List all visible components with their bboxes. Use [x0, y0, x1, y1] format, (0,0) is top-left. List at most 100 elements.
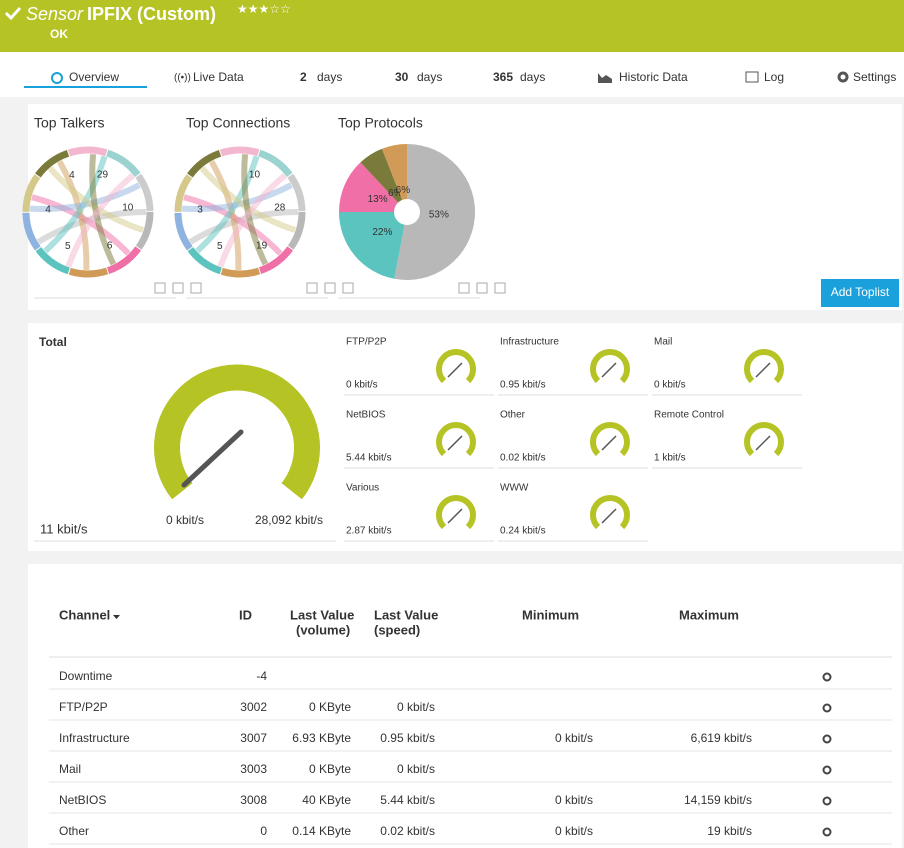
button-label[interactable]: Add Toplist [831, 285, 890, 299]
row-settings-icon [822, 765, 832, 775]
table-cell: 0 kbit/s [397, 700, 435, 714]
header-bar [0, 0, 904, 52]
check-icon [4, 6, 22, 21]
column-header: (volume) [296, 622, 350, 637]
table-cell: 6,619 kbit/s [691, 731, 752, 745]
table-cell: Other [59, 824, 89, 838]
tab[interactable]: Live Data [193, 70, 244, 84]
pie-slice [339, 162, 407, 212]
table-cell: 0 KByte [309, 700, 351, 714]
settings-icon [837, 71, 849, 83]
gauge-title: Total [39, 335, 67, 349]
chord-label: 28 [274, 203, 286, 214]
tab[interactable]: days [520, 70, 545, 84]
tool-icon [190, 282, 202, 294]
pie-slice [381, 144, 407, 212]
table-cell: 3002 [240, 700, 267, 714]
sort-arrow [113, 615, 120, 619]
column-header: Channel [59, 607, 110, 622]
tab-count[interactable]: 30 [395, 70, 409, 84]
toplist-title[interactable]: Top Connections [186, 115, 290, 131]
tool-icon [306, 282, 318, 294]
table-cell: 5.44 kbit/s [380, 793, 435, 807]
gauge-needle [755, 362, 771, 378]
tab-count[interactable]: 2 [300, 70, 307, 84]
gauge-needle [447, 435, 463, 451]
gauge-name: Infrastructure [500, 337, 559, 348]
tab[interactable]: days [317, 70, 342, 84]
chord-label: 6 [107, 240, 113, 251]
tab[interactable]: Overview [69, 70, 119, 84]
gauge-arc [436, 495, 476, 530]
gauge-min: 0 kbit/s [166, 513, 204, 527]
chord-ring [22, 146, 154, 278]
gauge-value: 0.95 kbit/s [500, 380, 546, 391]
table-cell: 0.95 kbit/s [380, 731, 435, 745]
chord-ring [174, 146, 306, 278]
gauge-value: 0.02 kbit/s [500, 453, 546, 464]
table-cell: 0 kbit/s [555, 731, 593, 745]
big-gauge-needle [181, 429, 244, 488]
tab-bar [0, 52, 904, 97]
chord-ring [174, 146, 306, 278]
gauge-needle [601, 435, 617, 451]
table-cell: 14,159 kbit/s [684, 793, 752, 807]
row-settings-icon [822, 703, 832, 713]
table-cell: 6.93 KByte [292, 731, 351, 745]
gauge-arc [590, 349, 630, 384]
gauge-arc [590, 422, 630, 457]
tool-icon [476, 282, 488, 294]
pie-label: 13% [368, 194, 388, 205]
tool-icon [458, 282, 470, 294]
add-toplist-button[interactable] [821, 279, 899, 307]
pie-slice [394, 144, 476, 281]
tool-icon [154, 282, 166, 294]
chord-label: 4 [69, 170, 75, 181]
tab[interactable]: Settings [853, 70, 896, 84]
gauge-arc [436, 422, 476, 457]
tab-count[interactable]: 365 [493, 70, 513, 84]
big-gauge-arc [154, 364, 320, 500]
gauge-value: 0 kbit/s [346, 380, 378, 391]
gauge-value: 5.44 kbit/s [346, 453, 392, 464]
gauge-needle [447, 362, 463, 378]
table-cell: -4 [256, 669, 267, 683]
table-cell: 0 kbit/s [397, 762, 435, 776]
gauge-name: WWW [500, 483, 529, 494]
gauge-arc [744, 422, 784, 457]
tab[interactable]: days [417, 70, 442, 84]
pie-slice [339, 212, 407, 279]
tab[interactable]: Historic Data [619, 70, 688, 84]
table-cell: 3008 [240, 793, 267, 807]
tab[interactable]: Log [764, 70, 784, 84]
historic-icon [598, 73, 612, 83]
chord [65, 173, 135, 268]
column-header: (speed) [374, 622, 420, 637]
gauge-name: Other [500, 410, 526, 421]
row-settings-icon [822, 734, 832, 744]
toplist-title[interactable]: Top Talkers [34, 115, 105, 131]
toplist-title[interactable]: Top Protocols [338, 115, 423, 131]
table-cell: Downtime [59, 669, 113, 683]
chord-ring [22, 146, 154, 278]
gauge-name: NetBIOS [346, 410, 386, 421]
stars[interactable]: ★★★☆☆ [237, 2, 291, 16]
chord-label: 29 [97, 169, 109, 180]
pie-label: 6% [396, 185, 411, 196]
table-cell: Infrastructure [59, 731, 130, 745]
row-settings-icon [822, 672, 832, 682]
gauge-needle [601, 362, 617, 378]
chord-label: 5 [65, 241, 71, 252]
gauge-value: 2.87 kbit/s [346, 526, 392, 537]
pie: 53%22%13%6%6% [339, 144, 476, 281]
tool-icon [342, 282, 354, 294]
table-cell: FTP/P2P [59, 700, 108, 714]
chord-diagrams: 29 10 6 5 4 4 10 28 19 5 3 [22, 146, 306, 278]
chord-label: 4 [45, 204, 51, 215]
gauge-max: 28,092 kbit/s [255, 513, 323, 527]
gauge-arc [590, 495, 630, 530]
table-cell: 0.02 kbit/s [380, 824, 435, 838]
tool-icon [324, 282, 336, 294]
